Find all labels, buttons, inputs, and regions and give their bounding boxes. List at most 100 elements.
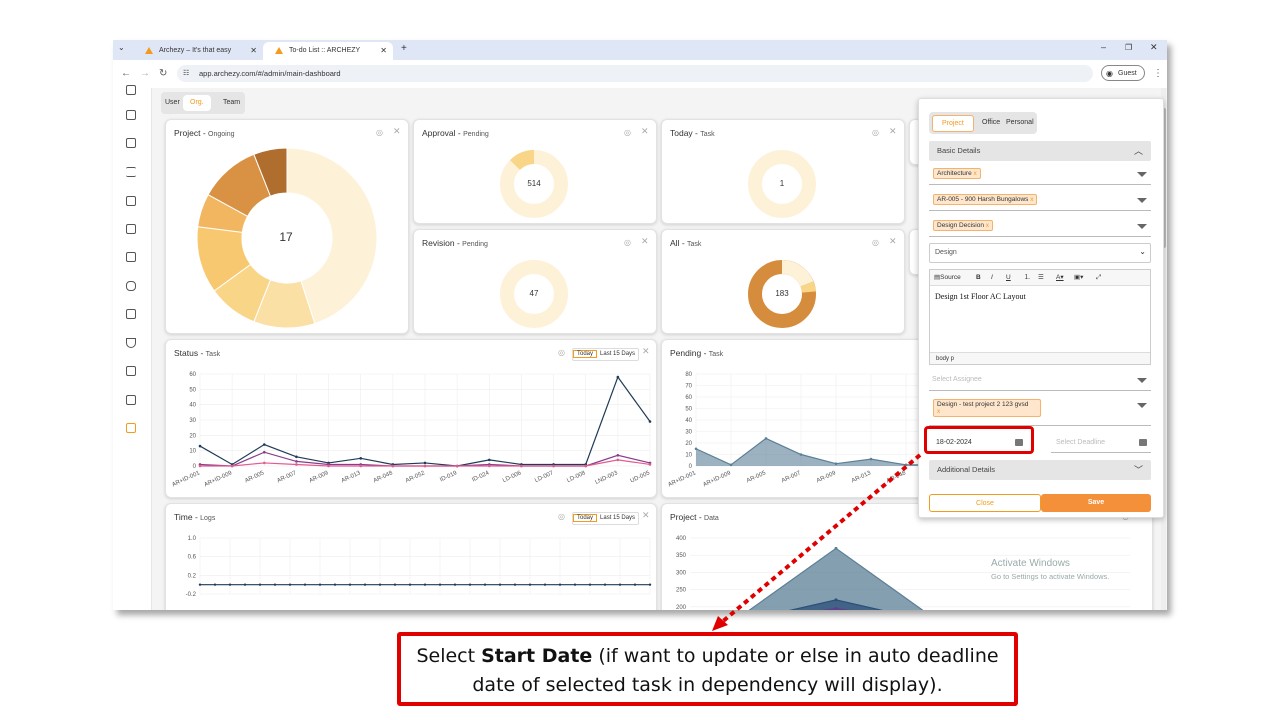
category-select[interactable]: Architecture x xyxy=(929,165,1151,185)
stage-select[interactable]: Design ⌄ xyxy=(929,243,1151,263)
close-tab-icon[interactable]: ✕ xyxy=(380,46,387,55)
hide-icon[interactable]: ◎ xyxy=(872,238,879,247)
x-tick-label: LD-006 xyxy=(502,470,523,484)
underline-button[interactable]: U xyxy=(1006,274,1011,281)
tab-project[interactable]: Project xyxy=(932,115,974,132)
clipboard-icon[interactable] xyxy=(126,138,136,148)
chip-remove-icon[interactable]: x xyxy=(985,222,990,229)
back-icon[interactable]: ← xyxy=(121,68,131,79)
data-point xyxy=(213,583,217,586)
team-icon[interactable] xyxy=(126,395,136,405)
url-field[interactable]: ☷ app.archezy.com/#/admin/main-dashboard xyxy=(177,65,1093,82)
chip-remove-icon[interactable]: x xyxy=(1030,196,1034,203)
range-15-days[interactable]: Last 15 Days xyxy=(600,351,636,357)
chevron-down-icon: ⌄ xyxy=(1139,247,1146,256)
close-card-icon[interactable]: ✕ xyxy=(393,126,401,136)
tab-office[interactable]: Office xyxy=(982,119,1001,126)
profile-button[interactable]: ◉ Guest xyxy=(1101,65,1145,81)
hide-icon[interactable]: ◎ xyxy=(558,348,565,357)
range-today[interactable]: Today xyxy=(573,350,598,358)
task-type-select[interactable]: Design Decision x xyxy=(929,217,1151,237)
numbered-list-icon[interactable]: ⒈ xyxy=(1024,274,1031,281)
chip-remove-icon[interactable]: x xyxy=(937,408,941,415)
description-editor[interactable]: ▤ Source B I U ⒈ ☰ A▾ ▣▾ ⤢ Design 1st Fl… xyxy=(929,269,1151,365)
save-button[interactable]: Save xyxy=(1041,494,1151,512)
close-card-icon[interactable]: ✕ xyxy=(641,236,649,246)
image-icon[interactable] xyxy=(126,309,136,319)
book-icon[interactable] xyxy=(126,252,136,262)
close-window-icon[interactable]: ✕ xyxy=(1150,42,1158,52)
calendar-icon[interactable] xyxy=(1139,439,1147,446)
windows-watermark: Activate Windows xyxy=(991,558,1070,569)
new-tab-icon[interactable]: + xyxy=(401,43,407,54)
basic-details-header[interactable]: Basic Details ︿ xyxy=(929,141,1151,161)
x-tick-label: AR-005 xyxy=(244,470,266,484)
data-point xyxy=(588,583,592,586)
assignee-placeholder: Select Assignee xyxy=(932,376,982,383)
range-15-days[interactable]: Last 15 Days xyxy=(600,515,636,521)
close-card-icon[interactable]: ✕ xyxy=(641,126,649,136)
range-today[interactable]: Today xyxy=(573,514,598,522)
text-color-icon[interactable]: A▾ xyxy=(1056,274,1064,281)
document-icon[interactable] xyxy=(126,224,136,234)
close-card-icon[interactable]: ✕ xyxy=(642,346,650,356)
bold-button[interactable]: B xyxy=(976,274,981,281)
data-point xyxy=(487,458,491,462)
deadline-input[interactable]: Select Deadline xyxy=(1051,433,1151,453)
minimize-icon[interactable]: – xyxy=(1101,42,1107,52)
scope-org[interactable]: Org. xyxy=(183,95,211,111)
maximize-icon[interactable]: ⤢ xyxy=(1096,274,1102,281)
forward-icon[interactable]: → xyxy=(140,68,150,79)
project-select[interactable]: AR-005 - 900 Harsh Bungalows x xyxy=(929,191,1151,211)
close-button[interactable]: Close xyxy=(929,494,1041,512)
dependency-select[interactable]: Design - test project 2 123 gvsd x xyxy=(929,396,1151,426)
x-tick-label: AR-005 xyxy=(746,470,768,484)
assignee-select[interactable]: Select Assignee xyxy=(929,371,1151,391)
italic-button[interactable]: I xyxy=(991,274,993,281)
bullet-list-icon[interactable]: ☰ xyxy=(1038,274,1044,281)
area-fill xyxy=(696,438,941,466)
data-point xyxy=(423,461,427,465)
calendar-icon[interactable] xyxy=(1015,439,1023,446)
bg-color-icon[interactable]: ▣▾ xyxy=(1074,274,1084,281)
restore-icon[interactable]: ❐ xyxy=(1125,43,1133,52)
close-card-icon[interactable]: ✕ xyxy=(642,510,650,520)
hide-icon[interactable]: ◎ xyxy=(872,128,879,137)
source-button[interactable]: ▤ Source xyxy=(934,274,961,281)
scope-user[interactable]: User xyxy=(165,99,180,106)
tab-search-icon[interactable]: ⌄ xyxy=(118,43,125,52)
chip-remove-icon[interactable]: x xyxy=(973,170,977,177)
list-icon[interactable] xyxy=(126,167,136,177)
site-info-icon[interactable]: ☷ xyxy=(183,70,190,77)
close-card-icon[interactable]: ✕ xyxy=(889,236,897,246)
browser-tab-archezy[interactable]: Archezy – It's that easy ✕ xyxy=(133,42,263,60)
data-point xyxy=(359,457,363,460)
dashboard-icon[interactable] xyxy=(126,85,136,95)
browser-tab-todo[interactable]: To-do List :: ARCHEZY ✕ xyxy=(263,42,393,60)
y-tick-label: 80 xyxy=(685,372,692,378)
y-tick-label: 0.2 xyxy=(188,573,197,579)
close-tab-icon[interactable]: ✕ xyxy=(250,46,257,55)
pricing-icon[interactable] xyxy=(126,423,136,433)
reload-icon[interactable]: ↻ xyxy=(159,68,168,79)
hide-icon[interactable]: ◎ xyxy=(376,128,383,137)
data-point xyxy=(552,464,555,468)
scope-toggle: User Org. Team xyxy=(161,92,245,114)
hide-icon[interactable]: ◎ xyxy=(624,128,631,137)
edit-icon[interactable] xyxy=(126,196,136,206)
hide-icon[interactable]: ◎ xyxy=(624,238,631,247)
hide-icon[interactable]: ◎ xyxy=(558,512,565,521)
additional-details-header[interactable]: Additional Details ﹀ xyxy=(929,460,1151,480)
close-card-icon[interactable]: ✕ xyxy=(889,126,897,136)
data-point xyxy=(618,583,622,586)
tab-title: To-do List :: ARCHEZY xyxy=(289,47,361,54)
briefcase-icon[interactable] xyxy=(126,281,136,291)
tab-personal[interactable]: Personal xyxy=(1006,119,1034,126)
menu-kebab-icon[interactable]: ⋮ xyxy=(1153,68,1163,79)
calendar-icon[interactable] xyxy=(126,110,136,120)
data-point xyxy=(228,583,232,586)
scope-team[interactable]: Team xyxy=(223,99,241,106)
editor-content[interactable]: Design 1st Floor AC Layout xyxy=(935,292,1026,301)
shield-icon[interactable] xyxy=(126,338,136,348)
report-icon[interactable] xyxy=(126,366,136,376)
